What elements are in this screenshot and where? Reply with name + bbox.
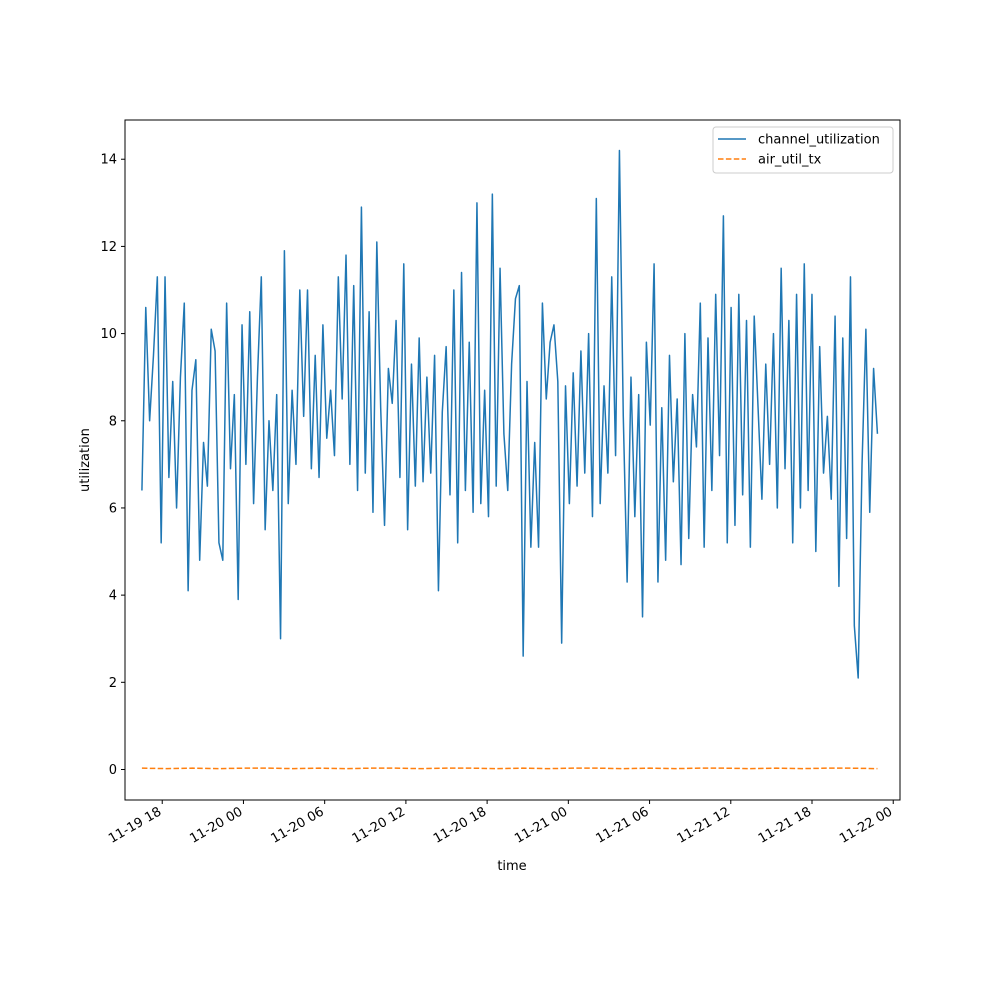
x-tick-label: 11-20 00: [187, 804, 245, 846]
y-tick-label: 6: [109, 501, 117, 516]
x-tick-label: 11-20 12: [350, 804, 408, 846]
y-axis-label: utilization: [78, 428, 93, 492]
x-tick-label: 11-20 18: [431, 804, 489, 846]
series-layer: [141, 149, 879, 770]
x-tick-label: 11-21 00: [512, 804, 570, 846]
x-tick-label: 11-20 06: [269, 804, 327, 846]
x-tick-label: 11-21 06: [593, 804, 651, 846]
y-tick-label: 12: [100, 240, 117, 255]
y-tick-label: 4: [109, 589, 117, 604]
x-tick-label: 11-22 00: [837, 804, 895, 846]
legend-label: channel_utilization: [758, 133, 880, 148]
y-tick-label: 8: [109, 414, 117, 429]
y-tick-label: 2: [109, 676, 117, 691]
legend: channel_utilization air_util_tx: [712, 126, 894, 174]
x-tick-label: 11-21 18: [756, 804, 814, 846]
y-tick-label: 14: [100, 153, 117, 168]
y-tick-label: 0: [109, 763, 117, 778]
y-axis: 0 2 4 6 8 10 12 14: [100, 153, 125, 778]
x-tick-label: 11-21 12: [675, 804, 733, 846]
legend-box: [712, 126, 894, 174]
x-axis: 11-19 18 11-20 00 11-20 06 11-20 12 11-20 18…: [106, 800, 895, 847]
legend-label: air_util_tx: [758, 153, 822, 168]
x-axis-label: time: [497, 859, 526, 874]
plot-area: [125, 120, 900, 800]
plot-frame: [124, 119, 901, 801]
series-line-channel-utilization: [141, 149, 879, 679]
y-tick-label: 10: [100, 327, 117, 342]
x-tick-label: 11-19 18: [106, 804, 164, 846]
